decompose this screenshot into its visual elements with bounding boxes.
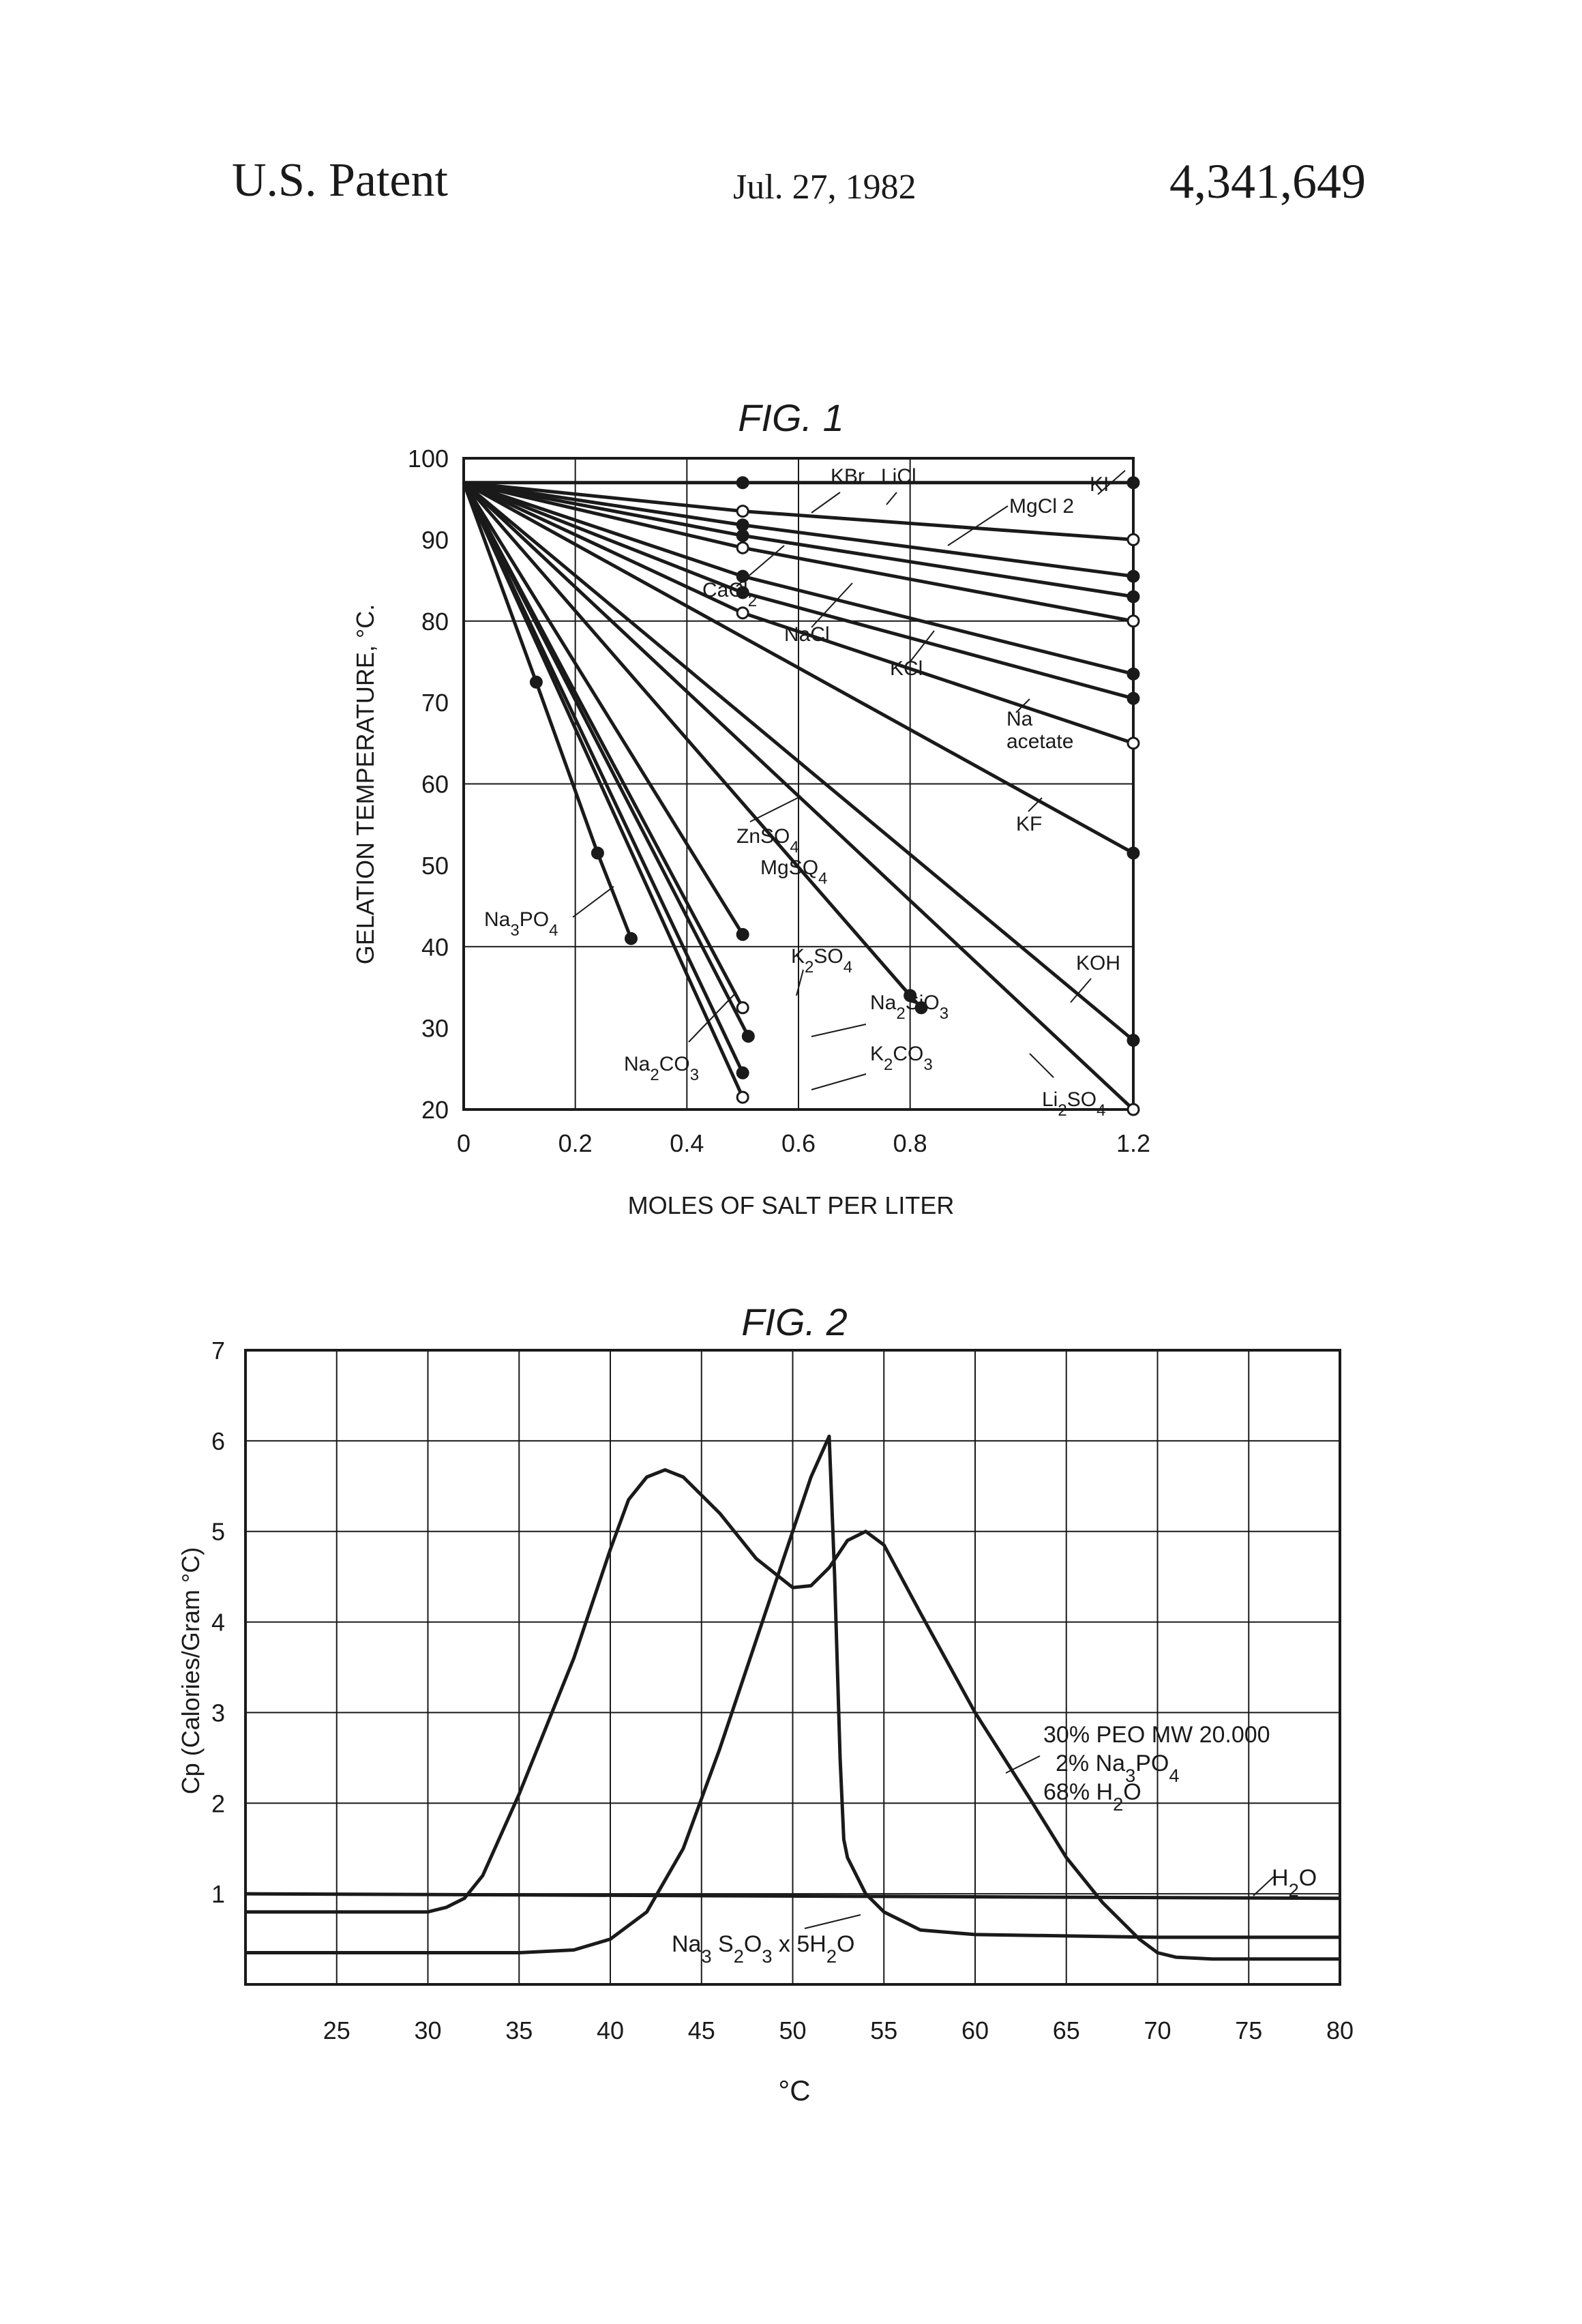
- fig1-y-tick-label: 80: [421, 608, 449, 636]
- fig1-y-tick-label: 20: [421, 1096, 449, 1124]
- fig2-y-tick-label: 4: [211, 1609, 225, 1637]
- fig1-x-tick-label: 0.2: [558, 1129, 593, 1157]
- fig1-leader-line: [886, 492, 897, 505]
- fig1-data-point: [737, 1092, 748, 1103]
- fig1-series-label-na2sio3: Na2SiO3: [870, 992, 949, 1023]
- fig1-data-point: [1128, 1035, 1139, 1046]
- fig1-data-point: [737, 608, 748, 619]
- fig2-x-tick-label: 70: [1144, 2016, 1171, 2044]
- fig1-data-point: [737, 530, 748, 541]
- fig2-y-tick-label: 6: [211, 1427, 225, 1455]
- fig1-y-tick-label: 40: [421, 933, 449, 961]
- fig2-x-tick-label: 65: [1053, 2016, 1080, 2044]
- fig1-data-point: [737, 929, 748, 940]
- fig2-x-axis-label: °C: [778, 2074, 810, 2106]
- fig1-series-label-licl: LiCl: [881, 465, 916, 488]
- fig1-data-point: [1128, 693, 1139, 704]
- fig1-leader-line: [1030, 1054, 1054, 1077]
- fig1-x-tick-label: 0: [457, 1129, 471, 1157]
- fig2-legend-line-3: 68% H2O: [1043, 1779, 1141, 1815]
- fig1-data-point: [737, 542, 748, 553]
- fig2-y-tick-label: 5: [211, 1518, 225, 1546]
- fig1-data-point: [1128, 738, 1139, 749]
- fig1-y-tick-label: 50: [421, 852, 449, 880]
- fig1-data-point: [1128, 534, 1139, 545]
- fig1-y-tick-label: 70: [421, 689, 449, 717]
- fig1-data-point: [737, 1002, 748, 1013]
- fig2-title: FIG. 2: [741, 1300, 848, 1343]
- fig1-series-label-kcl: KCl: [890, 657, 923, 680]
- fig1-data-point: [737, 506, 748, 517]
- fig2-legend-leader: [1006, 1756, 1040, 1773]
- fig2-y-tick-label: 7: [211, 1337, 225, 1365]
- fig1-series-label-k2co3: K2CO3: [870, 1043, 933, 1074]
- fig1-y-tick-label: 90: [421, 526, 449, 554]
- fig1-data-point: [737, 1067, 748, 1078]
- fig1-data-point: [1128, 571, 1139, 582]
- fig1-x-tick-label: 0.4: [670, 1129, 704, 1157]
- fig1-data-point: [737, 520, 748, 531]
- fig2-na3s2o3-label: Na3 S2O3 x 5H2O: [672, 1931, 854, 1967]
- fig1-series-label-li2so4: Li2SO4: [1042, 1088, 1105, 1120]
- fig1-title: FIG. 1: [738, 396, 844, 439]
- fig1-series-label-na3po4: Na3PO4: [484, 908, 558, 940]
- fig1-y-axis-label: GELATION TEMPERATURE, °C.: [351, 604, 379, 964]
- fig2-y-tick-label: 3: [211, 1699, 225, 1727]
- fig1-leader-line: [750, 798, 798, 822]
- fig1-x-tick-label: 1.2: [1116, 1129, 1150, 1157]
- fig1-series-label-kbr: KBr: [831, 465, 865, 488]
- fig1-data-point: [1128, 1104, 1139, 1115]
- fig1-data-point: [592, 848, 603, 859]
- fig1-series-label-nacl: NaCl: [784, 623, 830, 646]
- fig1-y-tick-label: 30: [421, 1015, 449, 1043]
- fig1-leader-line: [811, 492, 840, 513]
- fig1-data-point: [1128, 616, 1139, 627]
- fig2-x-tick-label: 45: [688, 2016, 715, 2044]
- fig1-data-point: [737, 477, 748, 488]
- fig1-data-point: [743, 1031, 753, 1042]
- fig2-h2o-label: H2O: [1272, 1865, 1317, 1901]
- fig1-data-point: [1128, 848, 1139, 859]
- fig1-data-point: [1128, 477, 1139, 488]
- fig1-series-label-koh: KOH: [1076, 952, 1120, 974]
- fig2-x-tick-label: 80: [1326, 2016, 1354, 2044]
- fig2-x-tick-label: 35: [505, 2016, 533, 2044]
- fig1-series-label-k2so4: K2SO4: [791, 945, 852, 977]
- fig2-na3s2o3-leader: [805, 1915, 861, 1928]
- fig1-x-axis-label: MOLES OF SALT PER LITER: [628, 1191, 955, 1219]
- fig1-leader-line: [811, 1024, 866, 1037]
- fig1-series-label-kf: KF: [1016, 813, 1042, 835]
- fig1-series-label-na: Na: [1006, 708, 1033, 730]
- fig1-leader-line: [796, 970, 803, 996]
- fig2-legend-line-1: 30% PEO MW 20.000: [1043, 1722, 1270, 1748]
- fig1-series-label-na2co3: Na2CO3: [624, 1053, 699, 1084]
- fig1-series-label-mgcl2: MgCl 2: [1009, 495, 1074, 518]
- fig1-data-point: [1128, 591, 1139, 602]
- fig2-x-tick-label: 25: [323, 2016, 350, 2044]
- fig2-x-tick-label: 30: [414, 2016, 441, 2044]
- fig2-x-tick-label: 75: [1235, 2016, 1262, 2044]
- fig1-data-point: [626, 933, 637, 944]
- fig2-y-tick-label: 2: [211, 1789, 225, 1817]
- fig1-x-tick-label: 0.8: [893, 1129, 927, 1157]
- fig2-y-axis-label: Cp (Calories/Gram °C): [177, 1547, 205, 1794]
- fig2-x-tick-label: 40: [597, 2016, 624, 2044]
- fig1-leader-line: [811, 1074, 866, 1090]
- fig2-x-tick-label: 55: [870, 2016, 897, 2044]
- fig1-series-label-mgsq4: MgSQ4: [760, 856, 827, 888]
- fig1-series-label-acetate: acetate: [1006, 730, 1073, 753]
- fig1-x-tick-label: 0.6: [781, 1129, 816, 1157]
- fig1-leader-line: [573, 887, 614, 917]
- fig2-y-tick-label: 1: [211, 1880, 225, 1908]
- fig1-series-label-znso4: ZnSO4: [736, 825, 799, 856]
- fig2-x-tick-label: 60: [961, 2016, 989, 2044]
- fig1-y-tick-label: 60: [421, 771, 449, 799]
- fig1-data-point: [531, 676, 541, 687]
- fig1-y-tick-label: 100: [408, 445, 449, 473]
- fig1-data-point: [1128, 668, 1139, 679]
- fig2-h2o-leader: [1253, 1877, 1274, 1896]
- fig2-x-tick-label: 50: [779, 2016, 806, 2044]
